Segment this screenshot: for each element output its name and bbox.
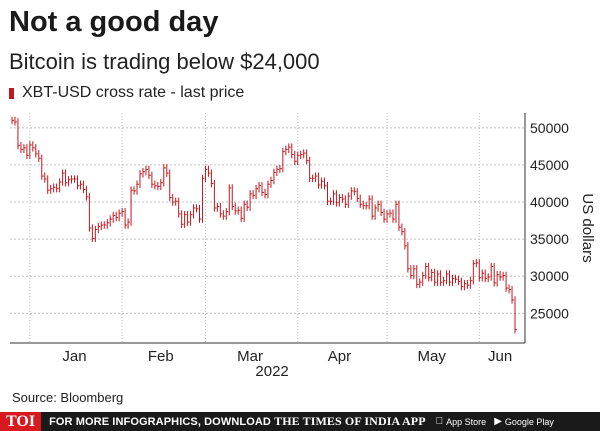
google-play-label: Google Play [497, 416, 554, 427]
promo-brand: THE TIMES OF INDIA APP [274, 414, 426, 428]
x-tick-label: Apr [328, 348, 351, 365]
promo-text: FOR MORE INFOGRAPHICS, DOWNLOAD THE TIME… [49, 414, 426, 429]
y-tick-label: 50000 [530, 120, 569, 136]
price-series [11, 116, 517, 334]
y-tick-label: 45000 [530, 157, 569, 173]
app-store-badge[interactable]:  App Store [436, 416, 487, 427]
y-axis-title: US dollars [579, 193, 596, 262]
year-label: 2022 [255, 363, 288, 380]
x-tick-label: Mar [237, 348, 263, 365]
chart-legend: XBT-USD cross rate - last price [9, 84, 244, 102]
google-play-badge[interactable]: ▶ Google Play [494, 416, 554, 427]
source-note: Source: Bloomberg [12, 390, 124, 405]
app-store-label: App Store [438, 416, 486, 427]
grid-layer [10, 113, 525, 343]
apple-icon:  [436, 416, 444, 427]
axis-layer: 25000 30000 35000 40000 45000 50000 Jan Feb Mar A… [10, 113, 596, 380]
play-icon: ▶ [486, 416, 502, 427]
footer-bar: TOI FOR MORE INFOGRAPHICS, DOWNLOAD THE … [0, 412, 600, 431]
y-tick-label: 30000 [530, 268, 569, 284]
chart-subtitle: Bitcoin is trading below $24,000 [9, 49, 320, 74]
toi-logo[interactable]: TOI [0, 412, 42, 431]
promo-lead: FOR MORE INFOGRAPHICS, DOWNLOAD [49, 416, 271, 428]
y-tick-label: 35000 [530, 231, 569, 247]
x-tick-label: May [417, 348, 446, 365]
legend-swatch [9, 87, 14, 99]
x-tick-label: Feb [148, 348, 174, 365]
x-tick-label: Jan [62, 348, 86, 365]
legend-label: XBT-USD cross rate - last price [22, 84, 245, 101]
y-tick-label: 40000 [530, 194, 569, 210]
chart-title: Not a good day [9, 6, 219, 38]
chart-canvas: 25000 30000 35000 40000 45000 50000 Jan Feb Mar A… [10, 113, 596, 380]
x-tick-label: Jun [488, 348, 512, 365]
y-tick-label: 25000 [530, 305, 569, 321]
